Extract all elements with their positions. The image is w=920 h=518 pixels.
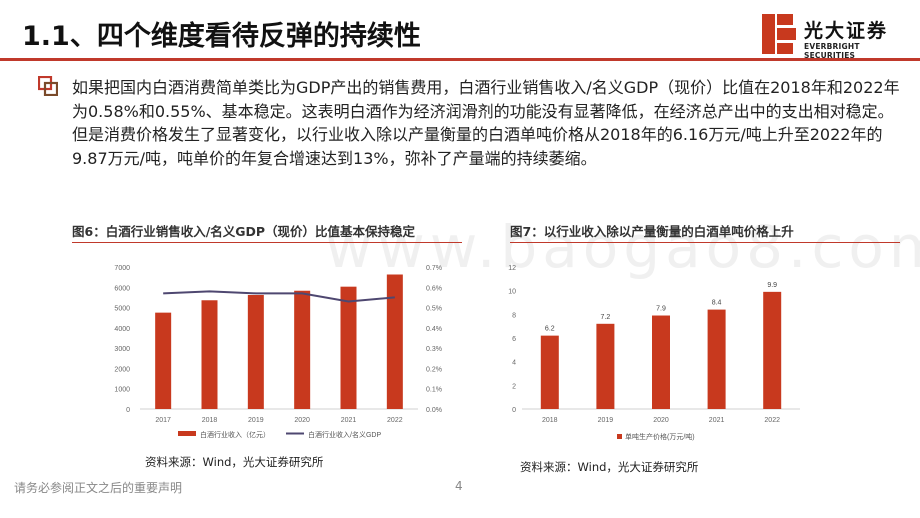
x-tick-label: 2018 — [202, 417, 218, 424]
data-label: 7.9 — [656, 306, 666, 313]
y2-tick-label: 0.0% — [426, 407, 442, 414]
logo-text-en: EVERBRIGHT SECURITIES — [804, 42, 860, 60]
figure6-chart: 0 1000 2000 3000 4000 5000 6000 7000 0.0% 0.1% 0.2… — [114, 265, 442, 439]
price-bar — [652, 315, 670, 409]
title-divider — [0, 58, 920, 61]
legend-label-revenue: 白酒行业收入（亿元） — [200, 430, 270, 439]
y2-tick-label: 0.6% — [426, 285, 442, 292]
revenue-bar — [386, 274, 403, 409]
revenue-bar — [247, 294, 264, 409]
legend-swatch-price — [617, 434, 622, 439]
figure7-divider — [510, 242, 900, 243]
y-tick-label: 7000 — [114, 265, 130, 272]
y-tick-label: 6000 — [114, 285, 130, 292]
footer-disclaimer: 请务必参阅正文之后的重要声明 — [14, 481, 183, 495]
revenue-bar — [155, 312, 172, 409]
figure7-chart: 0 2 4 6 8 10 12 6.2 2018 7.2 2019 7.9 2020 8.4 2021 9.9… — [508, 265, 800, 441]
y2-tick-label: 0.1% — [426, 387, 442, 394]
price-bar — [707, 309, 726, 409]
price-bar — [540, 335, 559, 409]
revenue-bar — [340, 286, 357, 409]
x-tick-label: 2020 — [294, 417, 310, 424]
logo-text-cn: 光大证券 — [804, 20, 889, 42]
figure6-title: 图6：白酒行业销售收入/名义GDP（现价）比值基本保持稳定 — [72, 224, 416, 239]
y2-tick-label: 0.4% — [426, 326, 442, 333]
y-tick-label: 10 — [508, 289, 516, 296]
y-tick-label: 1000 — [114, 387, 130, 394]
price-bar — [596, 323, 615, 409]
y-tick-label: 2000 — [114, 366, 130, 373]
y-tick-label: 2 — [512, 383, 516, 390]
y-tick-label: 4000 — [114, 326, 130, 333]
ratio-line — [163, 290, 395, 303]
page-number: 4 — [455, 479, 463, 493]
x-tick-label: 2019 — [598, 417, 614, 424]
y2-tick-label: 0.5% — [426, 306, 442, 313]
x-tick-label: 2021 — [341, 417, 357, 424]
y2-tick-label: 0.7% — [426, 265, 442, 272]
page-title: 1.1、四个维度看待反弹的持续性 — [22, 21, 421, 52]
y-tick-label: 3000 — [114, 346, 130, 353]
y2-tick-label: 0.3% — [426, 346, 442, 353]
data-label: 6.2 — [545, 326, 555, 333]
x-tick-label: 2017 — [155, 417, 171, 424]
data-label: 7.2 — [601, 314, 611, 321]
y-tick-label: 6 — [512, 336, 516, 343]
summary-paragraph: 如果把国内白酒消费简单类比为GDP产出的销售费用，白酒行业销售收入/名义GDP（… — [72, 78, 900, 168]
revenue-bar — [294, 290, 311, 409]
x-tick-label: 2022 — [764, 417, 780, 424]
figure7-source: 资料来源：Wind，光大证券研究所 — [520, 460, 699, 474]
legend-label-ratio: 白酒行业收入/名义GDP — [308, 430, 381, 439]
y-tick-label: 8 — [512, 312, 516, 319]
y-tick-label: 5000 — [114, 306, 130, 313]
y2-tick-label: 0.2% — [426, 366, 442, 373]
figure6-divider — [72, 242, 462, 243]
figure6-source: 资料来源：Wind，光大证券研究所 — [145, 455, 324, 469]
y-tick-label: 0 — [126, 407, 130, 414]
price-bar — [763, 291, 782, 409]
data-label: 9.9 — [767, 282, 777, 289]
data-label: 8.4 — [712, 300, 722, 307]
figure7-title: 图7：以行业收入除以产量衡量的白酒单吨价格上升 — [510, 224, 794, 239]
x-tick-label: 2018 — [542, 417, 558, 424]
y-tick-label: 0 — [512, 407, 516, 414]
x-tick-label: 2019 — [248, 417, 264, 424]
x-tick-label: 2021 — [709, 417, 725, 424]
brand-logo: 光大证券 EVERBRIGHT SECURITIES — [762, 14, 912, 60]
x-tick-label: 2022 — [387, 417, 403, 424]
watermark: www.baogao8.com — [325, 213, 920, 281]
x-tick-label: 2020 — [653, 417, 669, 424]
y-tick-label: 12 — [508, 265, 516, 272]
everbright-logo-icon — [762, 14, 796, 54]
legend-label-price: 单吨生产价格(万元/吨) — [625, 432, 695, 441]
bullet-icon — [38, 76, 58, 96]
legend-swatch-revenue — [178, 431, 196, 436]
y-tick-label: 4 — [512, 360, 516, 367]
revenue-bar — [201, 300, 218, 409]
